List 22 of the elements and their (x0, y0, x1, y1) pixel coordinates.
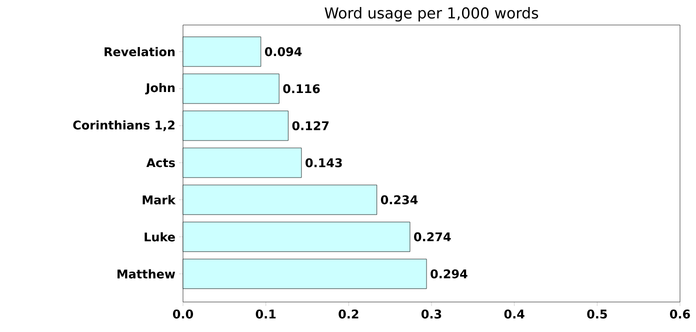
chart-title: Word usage per 1,000 words (324, 7, 538, 22)
data-label: 0.143 (306, 158, 342, 168)
data-label: 0.094 (264, 47, 302, 56)
x-tick-label: 0.4 (504, 310, 524, 319)
x-tick-label: 0.0 (172, 310, 194, 319)
data-label: 0.127 (292, 121, 329, 130)
data-label: 0.116 (283, 84, 320, 94)
y-tick-label: Acts (146, 158, 175, 168)
x-tick-label: 0.6 (670, 310, 690, 319)
data-label: 0.294 (430, 269, 468, 278)
data-label: 0.234 (380, 195, 418, 204)
y-tick-label: Luke (144, 232, 175, 242)
y-tick-label: John (145, 82, 175, 94)
y-tick-label: Mark (142, 195, 176, 204)
y-tick-label: Corinthians 1,2 (73, 120, 174, 132)
x-tick-label: 0.1 (256, 310, 276, 319)
data-label: 0.274 (414, 232, 451, 242)
y-tick-label: Matthew (118, 269, 176, 278)
x-tick-label: 0.3 (421, 310, 442, 319)
x-tick-label: 0.5 (587, 310, 607, 319)
x-tick-label: 0.2 (338, 310, 358, 319)
y-tick-label: Revelation (104, 47, 175, 56)
